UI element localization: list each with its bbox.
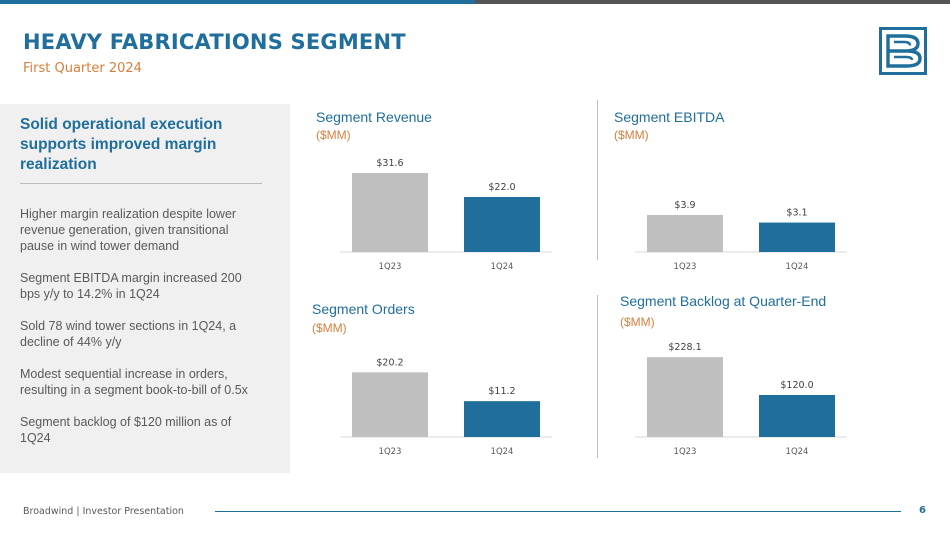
ebitda-bar-1q23	[647, 214, 723, 252]
page-title: HEAVY FABRICATIONS SEGMENT	[23, 30, 406, 54]
revenue-chart-unit: ($MM)	[316, 128, 351, 142]
ebitda-chart: $3.9 1Q23 $3.1 1Q24	[635, 200, 847, 272]
ebitda-data-label-1q24: $3.1	[786, 208, 807, 219]
revenue-data-label-1q24: $22.0	[488, 182, 515, 193]
ebitda-tick-label-1q23: 1Q23	[674, 262, 697, 272]
summary-bullet-revenue: Higher margin realization despite lower …	[20, 207, 237, 253]
revenue-chart: $31.6 1Q23 $22.0 1Q24	[340, 158, 552, 272]
summary-heading: Solid operational execution supports imp…	[20, 116, 223, 173]
orders-bar-1q24	[464, 401, 540, 437]
ebitda-bar-1q24	[759, 222, 835, 252]
broadwind-logo-icon	[879, 27, 927, 75]
backlog-chart-unit: ($MM)	[620, 315, 655, 329]
revenue-tick-label-1q24: 1Q24	[491, 262, 514, 272]
summary-bullets: Higher margin realization despite lower …	[20, 206, 265, 462]
ebitda-chart-title: Segment EBITDA	[614, 109, 725, 125]
summary-bullet-orders: Modest sequential increase in orders, re…	[20, 367, 248, 397]
orders-tick-label-1q23: 1Q23	[379, 447, 402, 457]
orders-chart-unit: ($MM)	[312, 321, 347, 335]
orders-data-label-1q24: $11.2	[488, 386, 515, 397]
revenue-data-label-1q23: $31.6	[376, 158, 403, 169]
summary-bullet-towers: Sold 78 wind tower sections in 1Q24, a d…	[20, 319, 237, 349]
page-subtitle: First Quarter 2024	[23, 61, 142, 76]
ebitda-data-label-1q23: $3.9	[674, 200, 695, 211]
backlog-data-label-1q23: $228.1	[668, 342, 701, 353]
backlog-chart-title: Segment Backlog at Quarter-End	[620, 293, 827, 309]
backlog-data-label-1q24: $120.0	[780, 380, 813, 391]
top-gray-bar	[475, 0, 950, 4]
revenue-bar-1q23	[352, 173, 428, 252]
revenue-bar-1q24	[464, 197, 540, 252]
page-number: 6	[919, 505, 926, 516]
summary-bullet-backlog: Segment backlog of $120 million as of 1Q…	[20, 415, 232, 445]
summary-divider	[20, 183, 262, 184]
chart-divider-top	[597, 100, 598, 260]
footer-text: Broadwind | Investor Presentation	[23, 506, 184, 517]
backlog-tick-label-1q23: 1Q23	[674, 447, 697, 457]
orders-tick-label-1q24: 1Q24	[491, 447, 514, 457]
orders-chart: $20.2 1Q23 $11.2 1Q24	[340, 357, 552, 457]
ebitda-tick-label-1q24: 1Q24	[786, 262, 809, 272]
backlog-bar-1q23	[647, 357, 723, 437]
revenue-tick-label-1q23: 1Q23	[379, 262, 402, 272]
summary-bullet-ebitda: Segment EBITDA margin increased 200 bps …	[20, 271, 242, 301]
top-accent-bar	[0, 0, 475, 4]
summary-panel	[0, 104, 290, 473]
ebitda-chart-unit: ($MM)	[614, 128, 649, 142]
revenue-chart-title: Segment Revenue	[316, 109, 432, 125]
footer-divider	[215, 511, 901, 512]
orders-data-label-1q23: $20.2	[376, 357, 403, 368]
orders-bar-1q23	[352, 372, 428, 437]
backlog-chart: $228.1 1Q23 $120.0 1Q24	[635, 342, 847, 457]
backlog-tick-label-1q24: 1Q24	[786, 447, 809, 457]
backlog-bar-1q24	[759, 395, 835, 437]
orders-chart-title: Segment Orders	[312, 301, 415, 317]
chart-divider-bottom	[597, 295, 598, 458]
